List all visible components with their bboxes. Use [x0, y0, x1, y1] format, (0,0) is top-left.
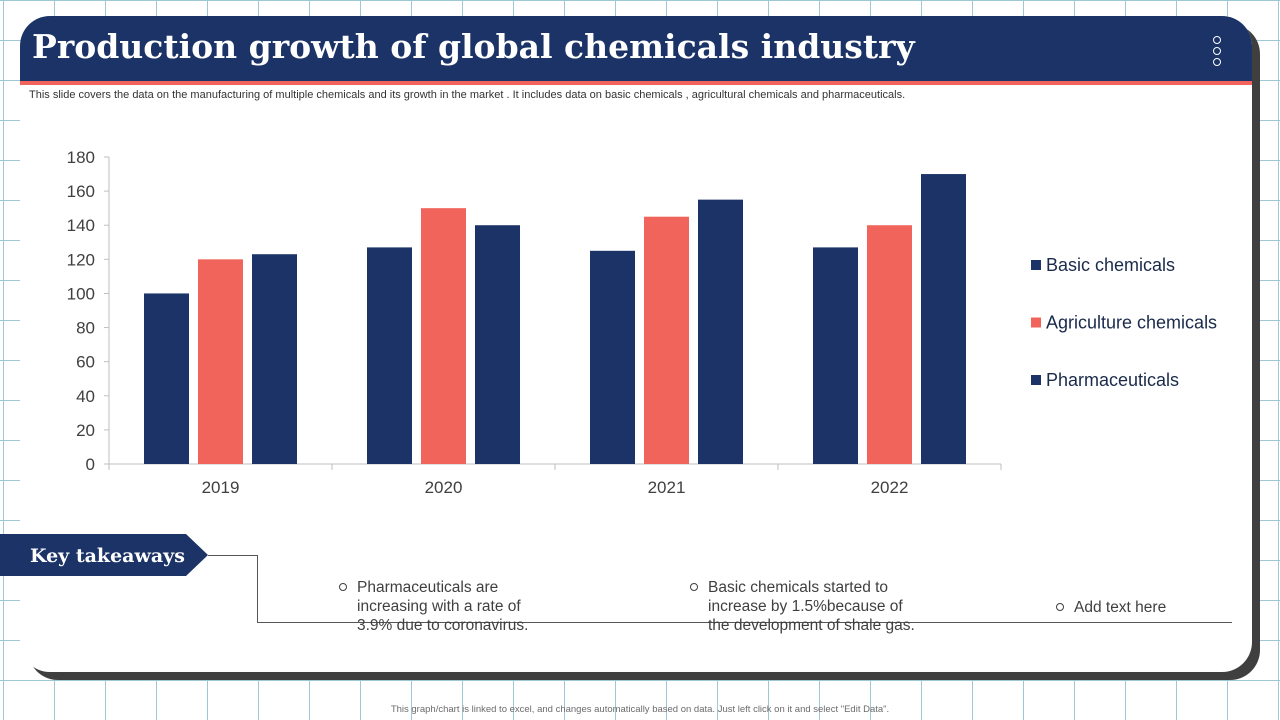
- connector-line: [257, 622, 1232, 623]
- x-tick-label: 2021: [648, 478, 686, 497]
- legend-label: Agriculture chemicals: [1046, 313, 1217, 333]
- bar-chart: 0 20 40 60 80 100 120 140 160 180 2019 2020 2021 2022…: [67, 148, 1217, 497]
- legend-swatch: [1031, 260, 1041, 270]
- key-takeaways-label: Key takeaways: [30, 545, 185, 567]
- takeaway-line: Pharmaceuticals are: [357, 579, 499, 596]
- bar: [144, 293, 189, 464]
- bar: [475, 225, 520, 464]
- y-tick-label: 180: [67, 148, 95, 167]
- y-tick-label: 120: [67, 250, 95, 269]
- bar: [867, 225, 912, 464]
- y-tick-label: 0: [86, 455, 95, 474]
- bullet-circle-icon: [690, 583, 698, 591]
- connector-line: [257, 555, 258, 623]
- page-title: Production growth of global chemicals in…: [32, 27, 915, 66]
- bullet-circle-icon: [339, 583, 347, 591]
- header-bar: [20, 16, 1252, 81]
- y-tick-label: 80: [76, 319, 95, 338]
- bullet-circle-icon: [1056, 603, 1064, 611]
- bar: [921, 174, 966, 465]
- bar: [698, 199, 743, 464]
- key-takeaways-banner: [0, 534, 208, 576]
- y-tick-label: 100: [67, 284, 95, 303]
- takeaway-item-2: Basic chemicals started to increase by 1…: [690, 578, 915, 635]
- slide-description: This slide covers the data on the manufa…: [29, 89, 906, 101]
- bar: [813, 247, 858, 464]
- takeaway-line: Add text here: [1074, 599, 1167, 616]
- bar: [198, 259, 243, 464]
- x-tick-label: 2022: [871, 478, 909, 497]
- bar: [367, 247, 412, 464]
- legend-swatch: [1031, 375, 1041, 385]
- takeaway-line: Basic chemicals started to: [708, 579, 889, 596]
- legend-swatch: [1031, 317, 1041, 328]
- footer-note: This graph/chart is linked to excel, and…: [390, 704, 890, 715]
- takeaway-item-1: Pharmaceuticals are increasing with a ra…: [339, 578, 529, 635]
- x-tick-label: 2020: [425, 478, 463, 497]
- y-tick-label: 20: [76, 421, 95, 440]
- y-tick-label: 60: [76, 353, 95, 372]
- takeaway-line: increase by 1.5%because of: [708, 598, 903, 615]
- takeaway-line: increasing with a rate of: [357, 598, 521, 615]
- legend-label: Pharmaceuticals: [1046, 370, 1179, 390]
- bar: [252, 254, 297, 464]
- takeaway-item-3: Add text here: [1056, 598, 1167, 617]
- takeaway-line: the development of shale gas.: [708, 617, 915, 634]
- x-tick-label: 2019: [202, 478, 240, 497]
- y-tick-label: 40: [76, 387, 95, 406]
- y-tick-label: 140: [67, 216, 95, 235]
- connector-line: [208, 555, 258, 556]
- more-options-icon[interactable]: [1213, 36, 1223, 66]
- header-accent-rule: [20, 81, 1252, 85]
- legend-label: Basic chemicals: [1046, 255, 1175, 275]
- y-tick-label: 160: [67, 182, 95, 201]
- takeaway-line: 3.9% due to coronavirus.: [357, 617, 529, 634]
- bar: [421, 208, 466, 464]
- bar: [590, 250, 635, 464]
- bar: [644, 216, 689, 464]
